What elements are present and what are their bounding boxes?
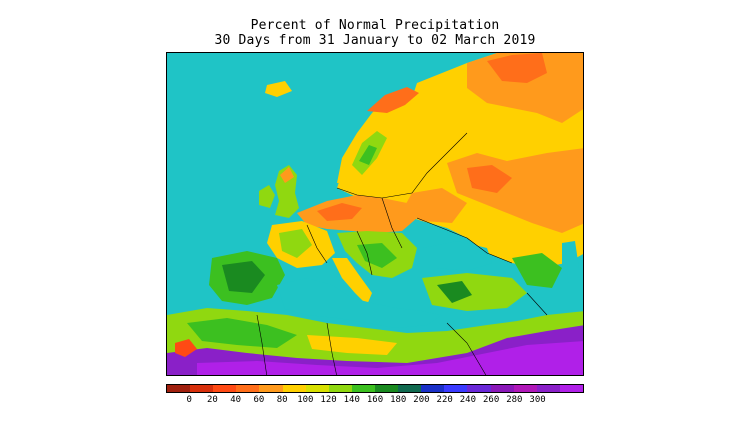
anatolia [422,273,527,311]
legend-swatch [513,385,537,392]
france-wet-zone [279,229,312,258]
legend-swatch [259,385,283,392]
legend-tick-label: 220 [436,395,453,405]
legend-tick-label: 240 [459,395,477,405]
legend-swatch [536,385,560,392]
legend-swatch [444,385,468,392]
map-title: Percent of Normal Precipitation [250,18,500,33]
sweden-very-wet-zone [359,145,377,165]
legend-tick-label: 100 [297,395,314,405]
country-borders [256,132,548,375]
legend-tick-label: 280 [506,395,523,405]
legend-swatch [559,385,583,392]
balkans-very-wet-zone [357,243,397,268]
legend-swatch [351,385,375,392]
legend-tick-label: 140 [343,395,360,405]
sahara-extreme-wet-zone [197,341,583,375]
central-europe-very-dry [317,203,362,221]
map-canvas [167,53,583,375]
legend-tick-label: 300 [529,395,546,405]
legend-tick-label: 260 [482,395,500,405]
russia-very-dry-central [467,165,512,193]
legend-tick-label: 120 [320,395,337,405]
legend-tick-label: 60 [253,395,265,405]
north-africa-dry-zone [307,335,397,355]
legend-swatch [467,385,491,392]
west-africa-dry-spot [175,339,197,357]
legend-tick-label: 0 [186,395,192,405]
ireland [259,185,275,208]
legend-swatch [398,385,422,392]
legend-tick-label: 40 [230,395,242,405]
anatolia-very-wet-zone [437,281,472,303]
north-africa-wet-zone [187,318,297,348]
caucasus-wet-zone [512,253,562,288]
legend-swatch [328,385,352,392]
central-europe-dry-belt [297,195,417,233]
precipitation-map [166,52,584,376]
great-britain [275,165,299,218]
legend-swatch [421,385,445,392]
map-subtitle: 30 Days from 31 January to 02 March 2019 [214,33,536,48]
black-sea [422,241,492,271]
legend-tick-label: 80 [276,395,288,405]
caspian-sea [562,241,579,283]
legend-tick-label: 180 [390,395,407,405]
iceland [265,81,292,97]
ukraine-dry-zone [402,188,467,223]
legend-swatch [190,385,214,392]
scotland-dry-zone [280,167,294,183]
legend-tick-label: 160 [366,395,384,405]
legend-swatch [236,385,260,392]
legend-swatch [282,385,306,392]
color-scale-labels: 0 20 40 60 80 100 120 140 160 180 200 220 240 260 280 3… [166,395,584,409]
legend-swatch [374,385,399,392]
russia-very-dry-north [487,53,547,83]
color-scale-legend [166,384,584,393]
italy [332,258,372,305]
legend-swatch [490,385,514,392]
iberia-very-wet-zone [222,261,265,293]
legend-swatch [213,385,237,392]
legend-swatch [305,385,329,392]
norway-dry-coast [367,87,419,113]
legend-tick-label: 200 [413,395,430,405]
mediterranean-sea [277,278,442,328]
legend-tick-label: 20 [207,395,218,405]
legend-swatch [167,385,191,392]
